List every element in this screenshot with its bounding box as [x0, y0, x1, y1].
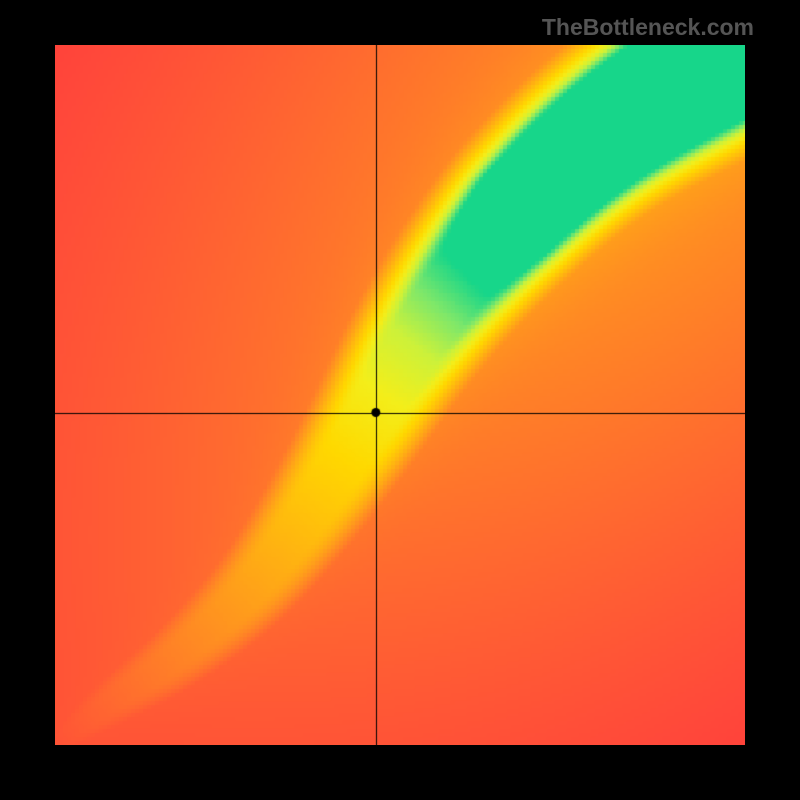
watermark-text: TheBottleneck.com	[542, 14, 754, 41]
plot-area	[55, 45, 745, 745]
figure-root: TheBottleneck.com	[0, 0, 800, 800]
heatmap-canvas	[55, 45, 745, 745]
